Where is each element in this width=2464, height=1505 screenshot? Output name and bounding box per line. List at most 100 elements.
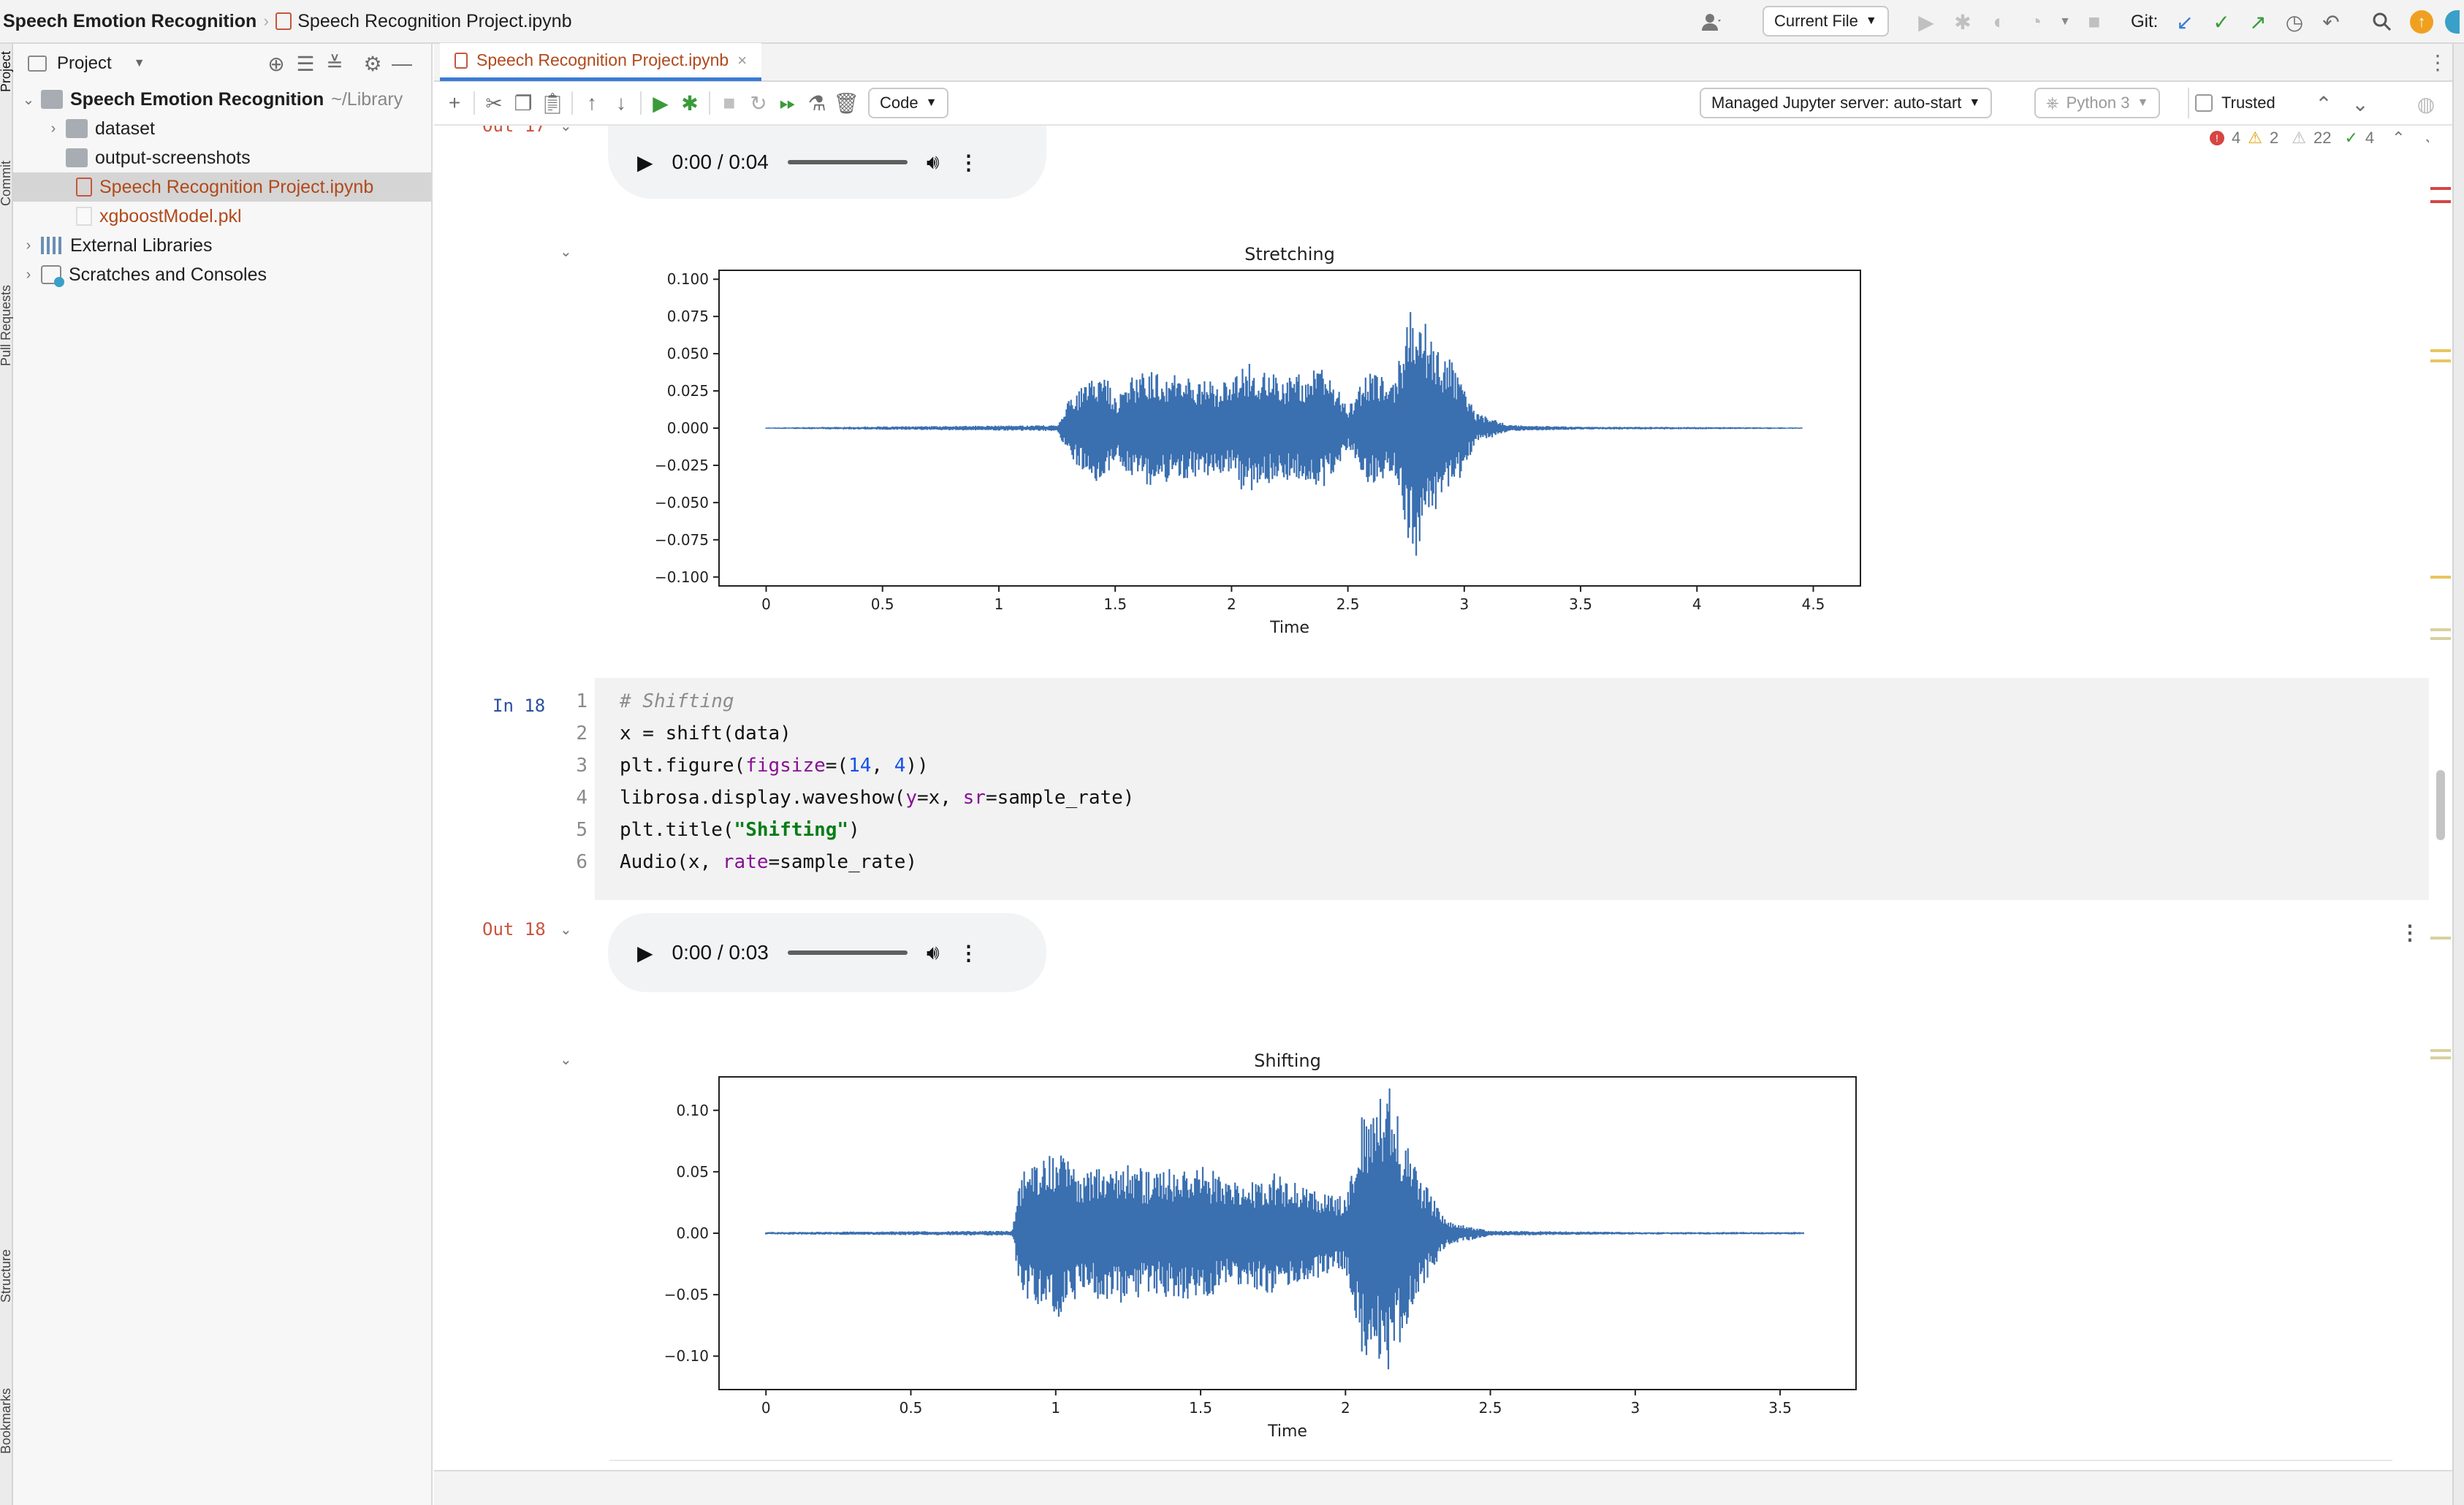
- breadcrumb-file[interactable]: Speech Recognition Project.ipynb: [297, 10, 572, 31]
- git-commit-icon[interactable]: ✓: [2213, 10, 2230, 34]
- play-icon[interactable]: ▶: [637, 150, 653, 174]
- restart-kernel-icon[interactable]: ↻: [750, 91, 767, 115]
- audio-player[interactable]: ▶ 0:00 / 0:04 🔊︎ ⋮: [608, 126, 1046, 199]
- move-up-icon[interactable]: ↑: [587, 91, 597, 114]
- code-cell[interactable]: # Shifting x = shift(data) plt.figure(figs…: [595, 678, 2429, 900]
- volume-icon[interactable]: 🔊︎: [926, 940, 940, 964]
- run-config-select[interactable]: Current File ▼: [1763, 6, 1889, 37]
- copy-icon[interactable]: ❐: [514, 91, 533, 115]
- code-line[interactable]: librosa.display.waveshow(y=x, sr=sample_…: [595, 782, 2429, 814]
- output-more-icon[interactable]: ⋮: [2400, 921, 2420, 944]
- trusted-toggle[interactable]: Trusted: [2188, 88, 2275, 118]
- tree-item-output-screenshots[interactable]: output-screenshots: [13, 143, 431, 172]
- audio-player[interactable]: ▶ 0:00 / 0:03 🔊︎ ⋮: [608, 913, 1046, 992]
- run-all-icon[interactable]: ⏩︎: [779, 91, 796, 114]
- tree-item-external-libraries[interactable]: › External Libraries: [13, 231, 431, 260]
- debug-cell-icon[interactable]: ✱: [681, 91, 699, 115]
- tab-notebook[interactable]: Speech Recognition Project.ipynb ×: [440, 43, 762, 81]
- debug-icon[interactable]: ✱: [1954, 10, 1971, 34]
- volume-icon[interactable]: 🔊︎: [926, 150, 940, 173]
- warning-stripe-mark[interactable]: [2430, 637, 2451, 640]
- more-run-options-icon[interactable]: ▼: [2059, 15, 2071, 28]
- breadcrumb-project[interactable]: Speech Emotion Recognition: [3, 10, 257, 31]
- collapse-output-icon[interactable]: ⌄: [560, 922, 572, 938]
- warning-stripe-mark[interactable]: [2430, 349, 2451, 352]
- locate-file-icon[interactable]: ⊕: [267, 52, 285, 75]
- pull-requests-tool-tab[interactable]: Pull Requests: [0, 285, 13, 367]
- collapse-all-icon[interactable]: ≚: [326, 52, 343, 75]
- play-icon[interactable]: ▶: [637, 941, 653, 964]
- more-tabs-icon[interactable]: ⋮: [2427, 50, 2448, 74]
- warning-stripe-mark[interactable]: [2430, 576, 2451, 579]
- collapse-output-icon[interactable]: ⌄: [560, 244, 572, 260]
- collapse-output-icon[interactable]: ⌄: [560, 1052, 572, 1068]
- kernel-select[interactable]: ⎈ Python 3 ▼: [2034, 88, 2161, 118]
- tree-root[interactable]: ⌄ Speech Emotion Recognition ~/Library: [13, 85, 431, 114]
- cut-icon[interactable]: ✂: [485, 91, 503, 115]
- chevron-up-icon[interactable]: ⌃: [2392, 129, 2406, 147]
- project-view-title[interactable]: Project: [57, 53, 112, 73]
- warning-stripe-mark[interactable]: [2430, 359, 2451, 362]
- tree-item-pkl[interactable]: xgboostModel.pkl: [13, 202, 431, 231]
- code-line[interactable]: plt.figure(figsize=(14, 4)): [595, 750, 2429, 782]
- move-down-icon[interactable]: ↓: [616, 91, 626, 114]
- error-stripe-mark[interactable]: [2430, 200, 2451, 203]
- chevron-down-icon[interactable]: ⌄: [22, 91, 35, 108]
- project-tool-tab[interactable]: Project: [0, 51, 13, 93]
- chevron-up-icon[interactable]: ⌃: [2315, 92, 2332, 115]
- add-cell-icon[interactable]: +: [448, 91, 461, 114]
- profile-icon[interactable]: ◔: [2029, 10, 2042, 33]
- chevron-right-icon[interactable]: ›: [26, 237, 31, 254]
- code-line[interactable]: Audio(x, rate=sample_rate): [595, 846, 2429, 878]
- tree-item-dataset[interactable]: › dataset: [13, 114, 431, 143]
- paste-icon[interactable]: 📋︎: [539, 91, 566, 115]
- chevron-right-icon[interactable]: ›: [50, 120, 56, 137]
- update-available-icon[interactable]: ↑: [2410, 10, 2433, 34]
- delete-cell-icon[interactable]: 🗑︎: [833, 91, 859, 115]
- more-icon[interactable]: ⋮: [958, 150, 979, 174]
- code-line[interactable]: # Shifting: [595, 685, 2429, 717]
- audio-progress[interactable]: [787, 950, 908, 955]
- bookmarks-tool-tab[interactable]: Bookmarks: [0, 1388, 13, 1455]
- editor-scrollbar-thumb[interactable]: [2436, 770, 2445, 840]
- git-push-icon[interactable]: ↗: [2249, 10, 2267, 34]
- globe-icon[interactable]: ◍: [2417, 92, 2436, 115]
- inspection-widget[interactable]: ! 4 ⚠ 2 ⚠ 22 ✓ 4 ⌃ ⌄: [2210, 129, 2429, 148]
- rollback-icon[interactable]: ↶: [2322, 10, 2340, 34]
- commit-tool-tab[interactable]: Commit: [0, 161, 13, 206]
- settings-avatar-icon[interactable]: [2445, 10, 2460, 34]
- coverage-icon[interactable]: ◐: [1993, 10, 2006, 33]
- chevron-down-icon[interactable]: ⌄: [2423, 129, 2429, 148]
- search-icon[interactable]: [2368, 7, 2397, 37]
- audio-progress[interactable]: [787, 160, 908, 164]
- expand-all-icon[interactable]: ☰: [296, 52, 315, 75]
- run-cell-icon[interactable]: ▶: [653, 91, 669, 115]
- close-icon[interactable]: ×: [737, 50, 748, 69]
- chevron-down-icon[interactable]: ⌄: [2351, 92, 2369, 115]
- interrupt-icon[interactable]: ■: [723, 91, 736, 114]
- hide-panel-icon[interactable]: —: [392, 52, 412, 75]
- gear-icon[interactable]: ⚙: [363, 52, 382, 75]
- cell-type-select[interactable]: Code ▼: [868, 88, 949, 118]
- clear-outputs-icon[interactable]: ⚗: [807, 91, 826, 115]
- caret-down-icon[interactable]: ▼: [133, 57, 145, 69]
- warning-stripe-mark[interactable]: [2430, 937, 2451, 940]
- warning-stripe-mark[interactable]: [2430, 1049, 2451, 1052]
- tree-item-notebook[interactable]: Speech Recognition Project.ipynb: [13, 172, 431, 202]
- trusted-checkbox[interactable]: [2195, 94, 2213, 112]
- code-line[interactable]: x = shift(data): [595, 717, 2429, 750]
- stop-icon[interactable]: ■: [2088, 10, 2101, 33]
- history-icon[interactable]: ◷: [2285, 10, 2304, 34]
- warning-stripe-mark[interactable]: [2430, 628, 2451, 631]
- warning-stripe-mark[interactable]: [2430, 1056, 2451, 1059]
- more-icon[interactable]: ⋮: [958, 941, 979, 964]
- structure-tool-tab[interactable]: Structure: [0, 1249, 13, 1303]
- run-icon[interactable]: ▶: [1918, 10, 1934, 34]
- user-icon[interactable]: [1697, 7, 1726, 37]
- code-line[interactable]: plt.title("Shifting"): [595, 814, 2429, 846]
- jupyter-server-select[interactable]: Managed Jupyter server: auto-start ▼: [1700, 88, 1993, 118]
- tree-item-scratches[interactable]: › Scratches and Consoles: [13, 260, 431, 289]
- error-stripe-mark[interactable]: [2430, 187, 2451, 190]
- git-update-icon[interactable]: ↙: [2176, 10, 2194, 34]
- collapse-output-icon[interactable]: ⌄: [560, 126, 572, 134]
